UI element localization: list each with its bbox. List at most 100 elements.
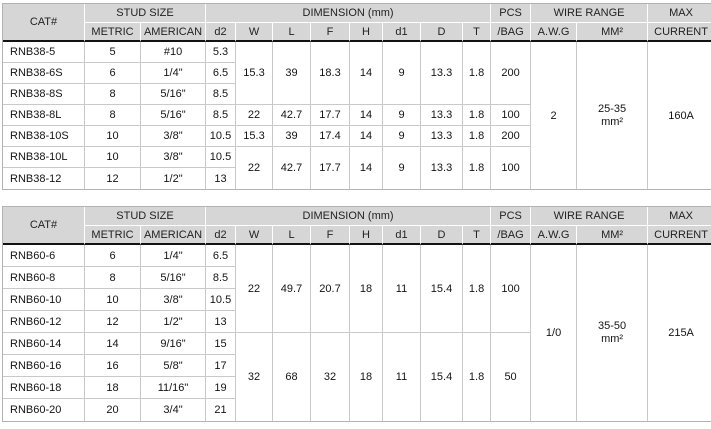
col-header-wire-range: WIRE RANGE	[531, 207, 649, 226]
cell-american: 5/16"	[141, 105, 207, 126]
col-header-l: L	[273, 23, 312, 42]
cell-dim-d: 13.3	[421, 126, 464, 147]
cell-max-current: 215A	[648, 245, 711, 421]
cell-american: 1/4"	[141, 245, 207, 267]
col-header-mm2: MM²	[577, 23, 649, 42]
cell-dim-w: 32	[236, 333, 274, 421]
cell-cat: RNB60-12	[3, 311, 85, 333]
wire-mm2-range: 25-35	[597, 102, 627, 115]
col-header-metric: METRIC	[85, 226, 141, 245]
cell-metric: 8	[85, 84, 141, 105]
table-row: RNB60-16 16 5/8" 17	[3, 355, 711, 377]
cell-cat: RNB60-14	[3, 333, 85, 355]
cell-dim-f: 17.7	[311, 147, 351, 189]
cell-american: 1/4"	[141, 63, 207, 84]
cell-dim-d1: 9	[383, 105, 422, 126]
cell-cat: RNB38-5	[3, 42, 85, 63]
cell-metric: 6	[85, 63, 141, 84]
cell-d2: 21	[206, 399, 237, 421]
col-header-h: H	[350, 226, 384, 245]
cell-dim-t: 1.8	[463, 105, 492, 126]
cell-pcs-bag: 100	[491, 147, 532, 189]
cell-dim-l: 39	[273, 42, 312, 105]
col-header-metric: METRIC	[85, 23, 141, 42]
cell-dim-w: 15.3	[236, 42, 274, 105]
cell-dim-f: 32	[311, 333, 351, 421]
table-row: RNB60-12 12 1/2" 13	[3, 311, 711, 333]
col-header-american: AMERICAN	[141, 226, 207, 245]
cell-american: 3/4"	[141, 399, 207, 421]
cell-d2: 6.5	[206, 245, 237, 267]
cell-metric: 12	[85, 311, 141, 333]
cell-dim-d: 13.3	[421, 105, 464, 126]
rnb38-table-body: RNB38-5 5 #10 5.3 15.3 39 18.3 14 9 13.3 1.8 200 2 25…	[3, 42, 711, 189]
cell-cat: RNB38-10S	[3, 126, 85, 147]
cell-cat: RNB38-8L	[3, 105, 85, 126]
col-header-stud-size: STUD SIZE	[85, 207, 207, 226]
cell-dim-t: 1.8	[463, 126, 492, 147]
col-header-d: D	[421, 226, 464, 245]
cell-dim-d1: 9	[383, 147, 422, 189]
cell-dim-l: 49.7	[273, 245, 312, 333]
table-header: CAT# STUD SIZE DIMENSION (mm) PCS WIRE R…	[3, 207, 711, 245]
table-row: RNB60-8 8 5/16" 8.5	[3, 267, 711, 289]
cell-cat: RNB60-20	[3, 399, 85, 421]
cell-dim-d: 15.4	[421, 245, 464, 333]
cell-american: 3/8"	[141, 147, 207, 168]
cell-dim-t: 1.8	[463, 147, 492, 189]
cell-cat: RNB38-6S	[3, 63, 85, 84]
table-row: RNB60-10 10 3/8" 10.5	[3, 289, 711, 311]
col-header-bag: /BAG	[491, 23, 532, 42]
cell-metric: 12	[85, 168, 141, 189]
table-row: RNB38-5 5 #10 5.3 15.3 39 18.3 14 9 13.3 1.8 200 2 25…	[3, 42, 711, 189]
cell-dim-d1: 11	[383, 245, 422, 333]
col-header-l: L	[273, 226, 312, 245]
cell-d2: 17	[206, 355, 237, 377]
cell-cat: RNB38-12	[3, 168, 85, 189]
cell-d2: 13	[206, 311, 237, 333]
col-header-w: W	[236, 23, 274, 42]
cell-dim-f: 20.7	[311, 245, 351, 333]
cell-pcs-bag: 100	[491, 245, 532, 333]
cell-dim-w: 22	[236, 147, 274, 189]
cell-pcs-bag: 200	[491, 42, 532, 105]
cell-pcs-bag: 50	[491, 333, 532, 421]
rnb38-spec-table: CAT# STUD SIZE DIMENSION (mm) PCS WIRE R…	[2, 3, 711, 190]
col-header-d2: d2	[206, 23, 237, 42]
col-header-awg: A.W.G	[531, 23, 578, 42]
table-row: RNB38-10S 10 3/8" 10.5 15.3 39 17.4 14 9 13.3 1.8 2…	[3, 126, 711, 147]
col-header-t: T	[463, 226, 492, 245]
rnb60-spec-table: CAT# STUD SIZE DIMENSION (mm) PCS WIRE R…	[2, 206, 711, 422]
cell-american: 5/16"	[141, 267, 207, 289]
col-header-american: AMERICAN	[141, 23, 207, 42]
cell-metric: 14	[85, 333, 141, 355]
table-row: RNB60-6 6 1/4" 6.5 22 49.7 20.7 18 11 15.4 1.8 100 1…	[3, 245, 711, 421]
cell-d2: 8.5	[206, 84, 237, 105]
col-header-f: F	[311, 23, 351, 42]
cell-d2: 10.5	[206, 147, 237, 168]
cell-metric: 20	[85, 399, 141, 421]
cell-dim-f: 17.4	[311, 126, 351, 147]
col-header-t: T	[463, 23, 492, 42]
col-header-cat: CAT#	[3, 4, 85, 42]
table-row: RNB38-12 12 1/2" 13	[3, 168, 711, 189]
col-header-mm2: MM²	[577, 226, 649, 245]
col-header-max: MAX	[648, 4, 711, 23]
col-header-dimension: DIMENSION (mm)	[206, 207, 492, 226]
col-header-current: CURRENT	[648, 226, 711, 245]
cell-d2: 10.5	[206, 289, 237, 311]
cell-d2: 13	[206, 168, 237, 189]
col-header-awg: A.W.G	[531, 226, 578, 245]
cell-dim-d: 15.4	[421, 333, 464, 421]
cell-dim-h: 18	[350, 333, 384, 421]
cell-american: 11/16"	[141, 377, 207, 399]
cell-metric: 8	[85, 267, 141, 289]
col-header-pcs: PCS	[491, 4, 532, 23]
col-header-d1: d1	[383, 23, 422, 42]
col-header-w: W	[236, 226, 274, 245]
cell-dim-h: 14	[350, 147, 384, 189]
cell-cat: RNB60-18	[3, 377, 85, 399]
col-header-dimension: DIMENSION (mm)	[206, 4, 492, 23]
cell-d2: 6.5	[206, 63, 237, 84]
cell-dim-t: 1.8	[463, 333, 492, 421]
